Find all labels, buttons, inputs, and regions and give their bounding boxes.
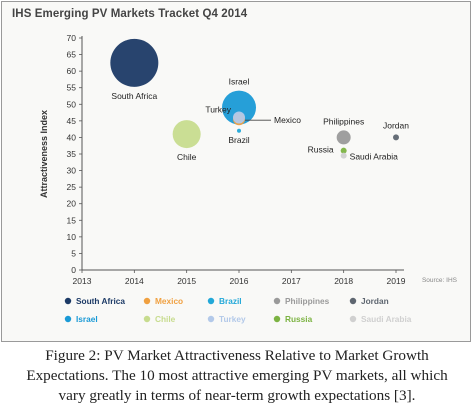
label-russia: Russia xyxy=(308,145,334,155)
legend-swatch xyxy=(273,315,281,323)
legend-swatch xyxy=(349,297,357,305)
legend-item-israel: Israel xyxy=(64,314,98,324)
bubble-saudi-arabia xyxy=(340,152,347,159)
bubble-russia xyxy=(340,147,347,154)
label-jordan: Jordan xyxy=(383,120,409,130)
caption-line-1: Figure 2: PV Market Attractiveness Relat… xyxy=(45,347,429,364)
bubble-south-africa xyxy=(110,38,159,87)
y-tick-label: 30 xyxy=(67,166,77,176)
legend-label: Philippines xyxy=(285,296,330,306)
legend-label: Turkey xyxy=(219,314,246,324)
legend-item-saudi-arabia: Saudi Arabia xyxy=(349,314,412,324)
y-tick-label: 15 xyxy=(67,215,77,225)
legend-label: Saudi Arabia xyxy=(361,314,412,324)
label-south-africa: South Africa xyxy=(111,91,157,101)
label-mexico: Mexico xyxy=(274,115,301,125)
y-tick-label: 60 xyxy=(67,66,77,76)
label-israel: Israel xyxy=(229,77,250,87)
bubble-chile xyxy=(172,120,201,149)
y-tick-label: 40 xyxy=(67,132,77,142)
bubble-brazil xyxy=(237,128,241,133)
chart-axes: 0 5 10 15 20 25 30 35 40 45 50 55 60 65 70 2013 2014 2015… xyxy=(39,33,406,286)
x-tick-label: 2014 xyxy=(125,276,144,286)
legend-label: Russia xyxy=(285,314,313,324)
legend-swatch xyxy=(64,297,72,305)
legend-item-brazil: Brazil xyxy=(207,296,242,306)
source-note: Source: IHS xyxy=(422,277,458,284)
bubble-israel xyxy=(222,90,256,125)
y-tick-label: 0 xyxy=(71,265,76,275)
label-turkey: Turkey xyxy=(205,105,231,115)
legend-item-turkey: Turkey xyxy=(207,314,246,324)
legend-swatch xyxy=(143,297,151,305)
y-tick-label: 5 xyxy=(71,248,76,258)
bubble-jordan xyxy=(393,134,399,141)
x-tick-label: 2018 xyxy=(334,276,353,286)
legend-label: Mexico xyxy=(155,296,183,306)
x-tick-label: 2016 xyxy=(230,276,249,286)
bubble-turkey xyxy=(233,111,245,124)
y-axis-title: Attractiveness Index xyxy=(39,110,49,198)
legend-item-russia: Russia xyxy=(273,314,313,324)
caption-line-2: Expectations. The 10 most attractive eme… xyxy=(26,367,448,384)
chart-title: IHS Emerging PV Markets Tracket Q4 2014 xyxy=(12,8,248,20)
figure-caption: Figure 2: PV Market Attractiveness Relat… xyxy=(0,346,474,406)
legend-swatch xyxy=(273,297,281,305)
legend-swatch xyxy=(143,315,151,323)
y-tick-label: 45 xyxy=(67,116,77,126)
legend-item-mexico: Mexico xyxy=(143,296,183,306)
label-philippines: Philippines xyxy=(323,116,364,126)
label-saudi-arabia: Saudi Arabia xyxy=(350,152,398,162)
legend-swatch xyxy=(207,297,215,305)
y-tick-label: 20 xyxy=(67,199,77,209)
bubble-chart: 0 5 10 15 20 25 30 35 40 45 50 55 60 65 70 2013 2014 2015… xyxy=(39,33,458,324)
x-tick-label: 2019 xyxy=(387,276,406,286)
y-tick-label: 65 xyxy=(67,50,77,60)
legend-item-jordan: Jordan xyxy=(349,296,389,306)
legend-item-philippines: Philippines xyxy=(273,296,330,306)
figure-frame: IHS Emerging PV Markets Tracket Q4 2014 xyxy=(1,1,471,342)
x-tick-label: 2013 xyxy=(73,276,92,286)
chart-point-labels: South Africa Mexico Brazil Philippines Jorda… xyxy=(111,77,409,163)
chart-bubbles xyxy=(110,38,399,159)
legend-item-south-africa: South Africa xyxy=(64,296,125,306)
y-tick-label: 55 xyxy=(67,83,77,93)
legend-label: Chile xyxy=(155,314,176,324)
legend-item-chile: Chile xyxy=(143,314,176,324)
label-chile: Chile xyxy=(177,152,197,162)
x-tick-label: 2017 xyxy=(282,276,301,286)
x-tick-label: 2015 xyxy=(177,276,196,286)
y-tick-label: 50 xyxy=(67,99,77,109)
legend-label: South Africa xyxy=(76,296,125,306)
caption-line-3: vary greatly in terms of near-term growt… xyxy=(58,387,416,404)
label-brazil: Brazil xyxy=(228,135,249,145)
chart-legend: South Africa Mexico Brazil Philippines Jorda… xyxy=(64,296,412,324)
y-tick-label: 35 xyxy=(67,149,77,159)
legend-swatch xyxy=(349,315,357,323)
legend-label: Jordan xyxy=(361,296,389,306)
legend-label: Israel xyxy=(76,314,98,324)
legend-swatch xyxy=(207,315,215,323)
y-tick-label: 70 xyxy=(67,33,77,43)
legend-swatch xyxy=(64,315,72,323)
y-tick-label: 25 xyxy=(67,182,77,192)
bubble-philippines xyxy=(336,130,351,145)
y-tick-label: 10 xyxy=(67,232,77,242)
legend-label: Brazil xyxy=(219,296,242,306)
